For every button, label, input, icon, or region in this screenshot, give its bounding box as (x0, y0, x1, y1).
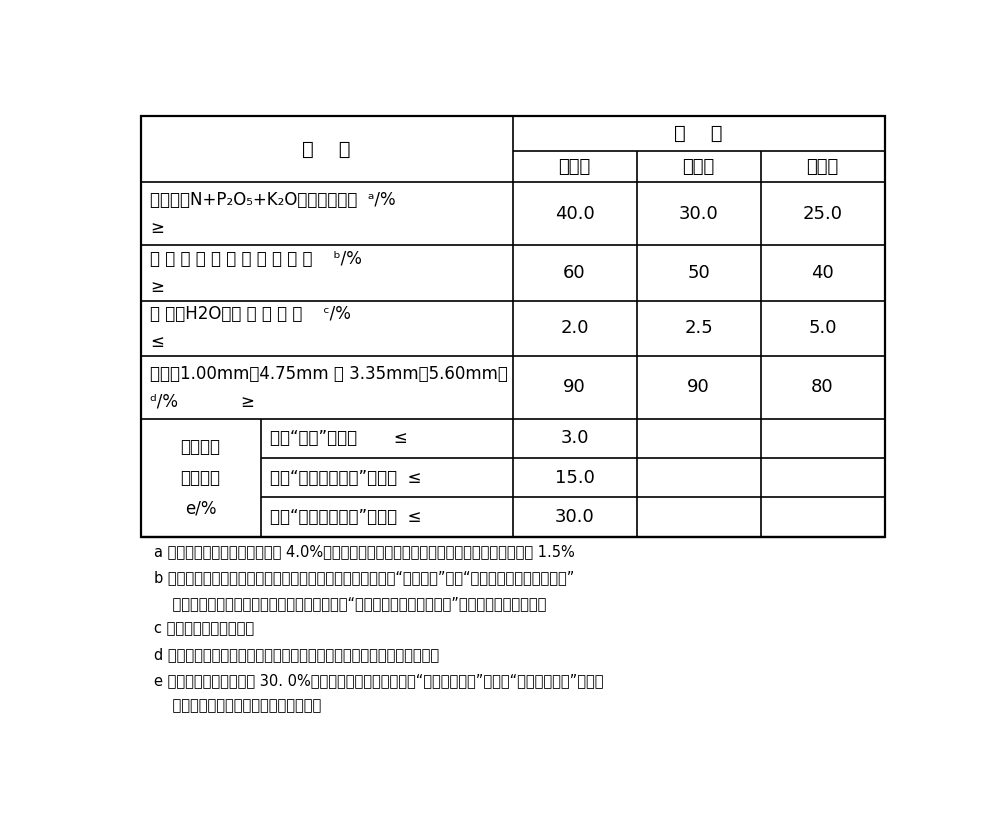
Text: 50: 50 (687, 264, 710, 282)
Text: 3.0: 3.0 (560, 429, 589, 447)
Bar (140, 116, 885, 536)
Text: 氯离子的
质量分数
e/%: 氯离子的 质量分数 e/% (181, 438, 221, 517)
Text: 5.0: 5.0 (808, 319, 837, 337)
Text: b 以馒镁磷肖等拘溶性磷肖为基础磷肖并在包装容器上注明为“构溶性磷”时，“水溶性磷占有效磷百分率”: b 以馒镁磷肖等拘溶性磷肖为基础磷肖并在包装容器上注明为“构溶性磷”时，“水溶性… (154, 570, 575, 585)
Text: 60: 60 (563, 264, 586, 282)
Text: a 产品的单一养分含量不应小于 4.0%，且单一养分测定值与标明值负偏差的绝对值不应大于 1.5%: a 产品的单一养分含量不应小于 4.0%，且单一养分测定值与标明值负偏差的绝对值… (154, 545, 575, 560)
Text: 总养分（N+P₂O₅+K₂O）的质量分数  ᵃ/%
≥: 总养分（N+P₂O₅+K₂O）的质量分数 ᵃ/% ≥ (150, 191, 395, 237)
Text: 40: 40 (811, 264, 834, 282)
Text: 15.0: 15.0 (555, 469, 594, 486)
Text: e 氯离子的质量分数大于 30. 0%的产品，应在包装袋上标明“含氯（高氯）”，标识“含氯（高氯）”的产品: e 氯离子的质量分数大于 30. 0%的产品，应在包装袋上标明“含氯（高氯）”，… (154, 673, 604, 688)
Text: c 水分为出厂检验项目。: c 水分为出厂检验项目。 (154, 621, 255, 636)
Text: 90: 90 (563, 378, 586, 397)
Text: 氯离子的质量分数可不做检验和判定。: 氯离子的质量分数可不做检验和判定。 (154, 698, 322, 713)
Text: 30.0: 30.0 (679, 205, 718, 222)
Text: 项    目: 项 目 (302, 140, 351, 159)
Text: 未标“含氯”的产品       ≤: 未标“含氯”的产品 ≤ (270, 429, 408, 447)
Text: 标识“含氯（低氯）”的产品  ≤: 标识“含氯（低氯）”的产品 ≤ (270, 469, 421, 486)
Text: 2.5: 2.5 (684, 319, 713, 337)
Text: 指    标: 指 标 (674, 124, 723, 143)
Text: 水 分（H2O）的 质 量 分 数    ᶜ/%
≤: 水 分（H2O）的 质 量 分 数 ᶜ/% ≤ (150, 306, 351, 352)
Text: 30.0: 30.0 (555, 508, 594, 526)
Text: 标识“含氯（中氯）”的产品  ≤: 标识“含氯（中氯）”的产品 ≤ (270, 508, 421, 526)
Text: 90: 90 (687, 378, 710, 397)
Text: 水 溶 性 磷 占 有 效 磷 百 分 率    ᵇ/%
≥: 水 溶 性 磷 占 有 效 磷 百 分 率 ᵇ/% ≥ (150, 250, 362, 296)
Text: 25.0: 25.0 (802, 205, 842, 222)
Text: 低浓度: 低浓度 (806, 158, 839, 176)
Text: 80: 80 (811, 378, 834, 397)
Text: 40.0: 40.0 (555, 205, 594, 222)
Text: 中浓度: 中浓度 (682, 158, 715, 176)
Text: 高浓度: 高浓度 (558, 158, 591, 176)
Text: d 特殊形状或更大颞粒（粉状除外）产品的粒度可由供需双方协议确定。: d 特殊形状或更大颞粒（粉状除外）产品的粒度可由供需双方协议确定。 (154, 647, 440, 662)
Text: 项目不做检验和判定。若为氮、鈗二元肖料，“水溶性磷占有效磷百分率”项目不做检验和判定。: 项目不做检验和判定。若为氮、鈗二元肖料，“水溶性磷占有效磷百分率”项目不做检验和… (154, 596, 547, 611)
Text: 2.0: 2.0 (560, 319, 589, 337)
Text: 粒度（1.00mm～4.75mm 或 3.35mm～5.60mm）
ᵈ/%            ≥: 粒度（1.00mm～4.75mm 或 3.35mm～5.60mm） ᵈ/% ≥ (150, 365, 508, 411)
